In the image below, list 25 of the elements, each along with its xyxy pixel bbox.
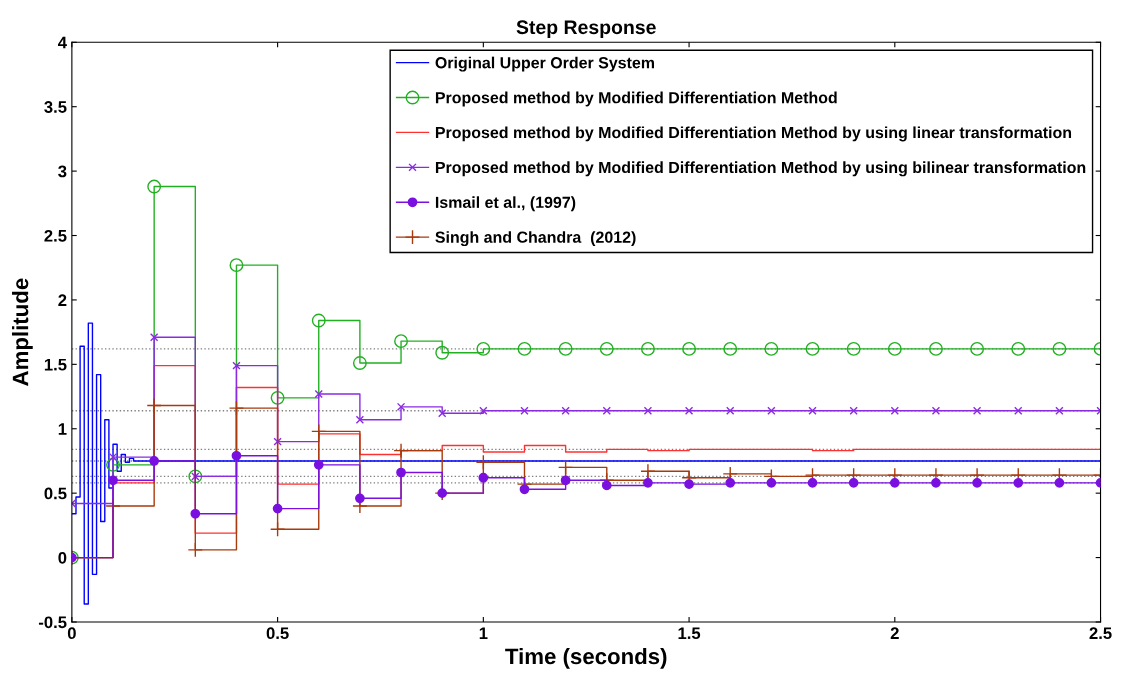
legend-label: Proposed method by Modified Differentiation Method bbox=[435, 91, 837, 107]
legend-label: Ismail et al., (1997) bbox=[435, 196, 576, 212]
legend-label: Proposed method by Modified Differentiation Method by using linear transformation bbox=[435, 126, 1072, 142]
y-tick-label: 2 bbox=[58, 294, 67, 306]
y-axis-title: Amplitude bbox=[12, 278, 33, 386]
legend-label: Singh and Chandra (2012) bbox=[435, 231, 636, 247]
y-tick-label: 1 bbox=[58, 423, 67, 435]
y-tick-label: -0.5 bbox=[38, 616, 67, 629]
y-tick-label: 3.5 bbox=[44, 101, 67, 113]
x-tick-label: 1 bbox=[479, 627, 488, 639]
x-tick-label: 0.5 bbox=[266, 627, 289, 640]
y-tick-label: 0.5 bbox=[44, 487, 67, 500]
x-tick-label: 1.5 bbox=[678, 627, 701, 640]
x-axis-title: Time (seconds) bbox=[505, 647, 667, 669]
x-tick-label: 2.5 bbox=[1089, 627, 1112, 640]
y-tick-label: 0 bbox=[58, 551, 67, 564]
y-tick-label: 4 bbox=[58, 36, 67, 49]
x-tick-label: 2 bbox=[890, 627, 899, 639]
legend-label: Proposed method by Modified Differentiation Method by using bilinear transformation bbox=[435, 161, 1086, 177]
x-tick-label: 0 bbox=[67, 627, 76, 640]
y-tick-label: 3 bbox=[58, 165, 67, 178]
chart-title: Step Response bbox=[516, 20, 656, 38]
legend-label: Original Upper Order System bbox=[435, 56, 655, 72]
y-tick-label: 1.5 bbox=[44, 358, 67, 371]
y-tick-label: 2.5 bbox=[44, 229, 67, 242]
